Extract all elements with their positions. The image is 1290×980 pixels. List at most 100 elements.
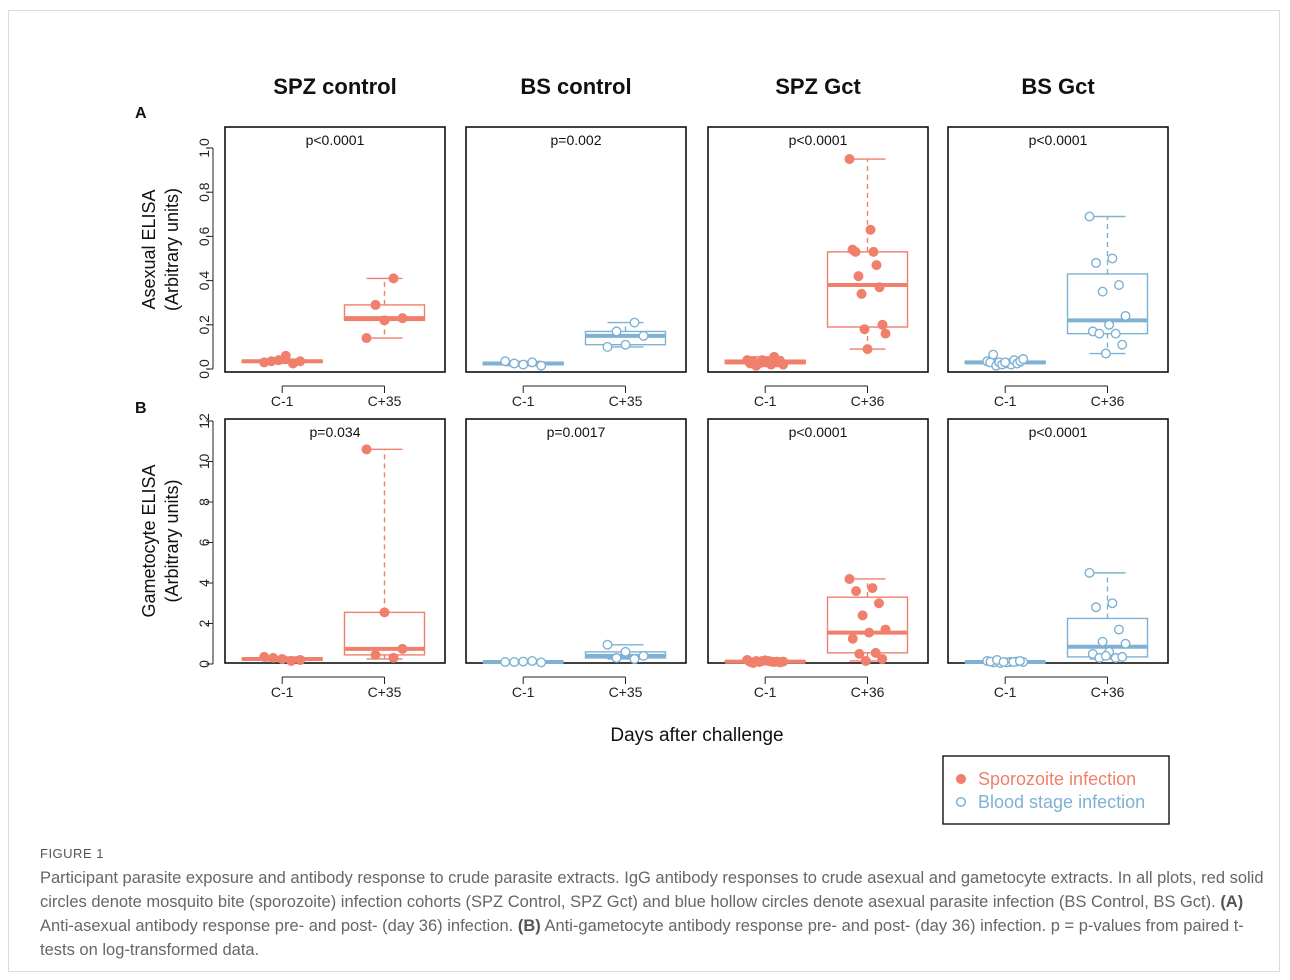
data-point [1120,638,1131,649]
y-tick-label: 4 [196,579,212,587]
legend-marker [955,796,967,808]
panel-frame [707,418,929,664]
figure-label: FIGURE 1 [40,846,104,861]
data-point [874,282,885,293]
data-point [361,444,372,455]
data-point [854,648,865,659]
data-point [877,653,888,664]
data-point [850,246,861,257]
data-point [1113,624,1124,635]
data-point [527,655,538,666]
data-point [286,655,297,666]
data-point [277,653,288,664]
data-point [361,333,372,344]
y-tick-label: 2 [196,619,212,627]
data-point [536,360,547,371]
data-point [873,598,884,609]
data-point [295,356,306,367]
y-tick-label: 0.4 [196,271,212,291]
data-point [611,652,622,663]
y-axis-label: Gametocyte ELISA [139,464,159,617]
data-point [1000,357,1011,368]
data-point [273,355,284,366]
data-point [844,573,855,584]
p-value-label: p<0.0001 [789,132,848,148]
data-point [1120,310,1131,321]
data-point [778,359,789,370]
row-label: B [135,400,147,417]
data-point [370,299,381,310]
x-tick-label: C-1 [512,393,535,409]
legend-box [942,755,1170,825]
y-tick-label: 0.8 [196,182,212,202]
data-point [859,324,870,335]
data-point [1100,650,1111,661]
data-point [509,656,520,667]
data-point [851,586,862,597]
panel-frame [947,418,1169,664]
data-point [760,655,771,666]
p-value-label: p=0.002 [551,132,602,148]
data-point [860,655,871,666]
data-point [1117,339,1128,350]
p-value-label: p=0.034 [310,424,361,440]
data-point [397,313,408,324]
data-point [1018,354,1029,365]
data-point [1104,319,1115,330]
data-point [379,607,390,618]
data-point [611,326,622,337]
data-point [1091,257,1102,268]
data-point [870,647,881,658]
data-point [259,651,270,662]
legend-label: Sporozoite infection [978,769,1136,789]
legend-label: Blood stage infection [978,792,1145,812]
y-tick-label: 0.0 [196,359,212,379]
x-tick-label: C-1 [754,684,777,700]
x-tick-label: C-1 [994,684,1017,700]
data-point [629,653,640,664]
data-point [844,154,855,165]
panel-frame [224,418,446,664]
box [826,251,909,328]
panel-frame [465,418,687,664]
data-point [500,656,511,667]
data-point [880,624,891,635]
data-point [280,350,291,361]
box [826,596,909,654]
y-axis-label: (Arbitrary units) [162,188,182,311]
y-axis-label: (Arbitrary units) [162,479,182,602]
caption-text-a: Anti-asexual antibody response pre- and … [40,917,514,935]
data-point [988,349,999,360]
data-point [1100,348,1111,359]
data-point [518,656,529,667]
x-tick-label: C-1 [271,393,294,409]
data-point [602,639,613,650]
figure-caption: Participant parasite exposure and antibo… [40,866,1265,962]
panel-title: SPZ Gct [775,74,861,99]
y-tick-label: 0 [196,660,212,668]
legend-marker [955,773,967,785]
data-point [868,246,879,257]
data-point [862,344,873,355]
x-tick-label: C-1 [271,684,294,700]
data-point [880,328,891,339]
data-point [397,643,408,654]
data-point [1084,567,1095,578]
data-point [1097,636,1108,647]
data-point [388,652,399,663]
data-point [1091,602,1102,613]
y-tick-label: 0.2 [196,315,212,335]
caption-sentence: Participant parasite exposure and antibo… [40,869,1264,911]
x-tick-label: C+36 [851,393,885,409]
data-point [500,356,511,367]
panel-frame [224,126,446,373]
data-point [877,319,888,330]
data-point [388,273,399,284]
data-point [847,633,858,644]
panel-title: BS Gct [1021,74,1095,99]
row-label: A [135,105,147,122]
data-point [536,657,547,668]
x-tick-label: C+35 [368,393,402,409]
panel-frame [947,126,1169,373]
data-point [370,649,381,660]
